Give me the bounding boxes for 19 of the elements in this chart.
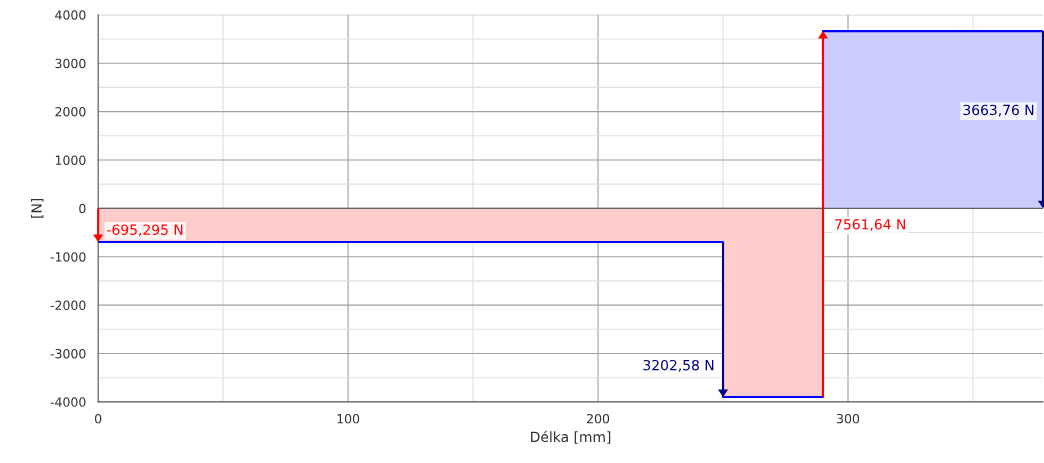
y-tick-label: -3000	[50, 348, 86, 359]
y-tick-label: 4000	[55, 10, 86, 20]
x-axis-title: Délka [mm]	[531, 430, 611, 444]
annotation: 3663,76 N	[963, 104, 1034, 117]
y-tick-label: 3000	[55, 58, 86, 69]
annotation: 7561,64 N	[835, 219, 905, 231]
y-tick-label: -4000	[50, 397, 86, 407]
x-tick-label: 300	[837, 413, 860, 424]
x-tick-label: 0	[94, 413, 102, 424]
y-tick-label: -1000	[50, 252, 86, 262]
y-tick-label: 2000	[55, 107, 86, 117]
y-tick-label: 1000	[55, 155, 86, 165]
annotation: 3202,58 N	[643, 359, 714, 372]
y-tick-label: -2000	[50, 300, 86, 311]
y-axis-title: [N]	[31, 198, 44, 218]
annotation: -695,295 N	[107, 224, 183, 237]
x-tick-label: 100	[337, 413, 360, 424]
y-tick-label: 0	[79, 203, 86, 214]
x-tick-label: 200	[587, 413, 610, 424]
